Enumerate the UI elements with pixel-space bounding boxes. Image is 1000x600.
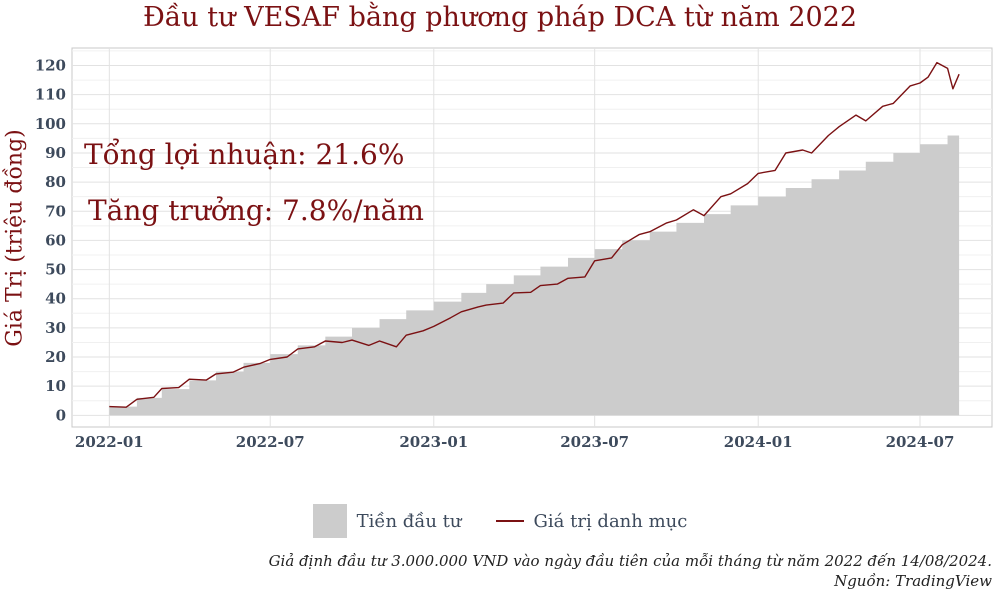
- y-tick-label: 80: [45, 173, 66, 191]
- legend-label-invested: Tiền đầu tư: [356, 510, 462, 532]
- x-tick-label: 2023-01: [399, 433, 468, 451]
- x-tick-label: 2024-07: [886, 433, 955, 451]
- y-tick-label: 10: [45, 377, 66, 395]
- y-tick-label: 70: [45, 202, 66, 220]
- y-axis-label: Giá Trị (triệu đồng): [2, 129, 28, 347]
- legend-label-portfolio: Giá trị danh mục: [533, 510, 688, 532]
- y-tick-label: 30: [45, 319, 66, 337]
- series-invested-area: [109, 135, 960, 416]
- footer-source: Nguồn: TradingView: [834, 572, 992, 590]
- x-tick-label: 2023-07: [560, 433, 629, 451]
- y-axis-ticks: 0 10 20 30 40 50 60 70 80 90 100 110 120: [35, 56, 66, 424]
- legend: Tiền đầu tư Giá trị danh mục: [0, 504, 1000, 538]
- footer-note: Giả định đầu tư 3.000.000 VND vào ngày đ…: [268, 552, 992, 570]
- y-tick-label: 60: [45, 231, 66, 249]
- x-tick-label: 2022-01: [75, 433, 144, 451]
- y-tick-label: 20: [45, 348, 66, 366]
- y-tick-label: 110: [35, 86, 66, 104]
- y-tick-label: 120: [35, 56, 66, 74]
- invested-step-area: [109, 135, 960, 416]
- annotation-growth-rate: Tăng trưởng: 7.8%/năm: [88, 194, 424, 227]
- x-tick-label: 2024-01: [724, 433, 793, 451]
- y-tick-label: 90: [45, 144, 66, 162]
- legend-swatch-invested: [312, 504, 347, 538]
- y-tick-label: 0: [56, 406, 66, 424]
- series-portfolio-line: [109, 61, 960, 408]
- portfolio-value-line: [109, 61, 960, 408]
- y-tick-label: 50: [45, 261, 66, 279]
- x-tick-label: 2022-07: [236, 433, 305, 451]
- chart-title: Đầu tư VESAF bằng phương pháp DCA từ năm…: [142, 2, 858, 33]
- legend-swatch-portfolio: [495, 520, 524, 522]
- y-tick-label: 100: [35, 115, 66, 133]
- x-axis-ticks: 2022-01 2022-07 2023-01 2023-07 2024-01 2024-…: [75, 433, 955, 451]
- annotation-total-return: Tổng lợi nhuận: 21.6%: [84, 138, 405, 171]
- y-tick-label: 40: [45, 290, 66, 308]
